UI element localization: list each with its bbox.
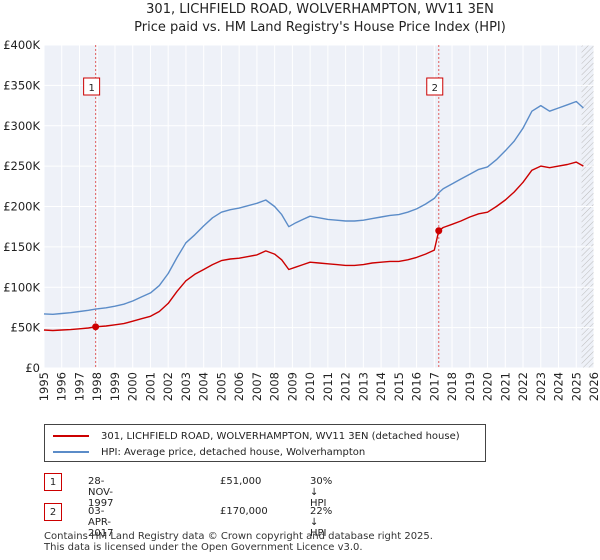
legend: 301, LICHFIELD ROAD, WOLVERHAMPTON, WV11… xyxy=(44,424,486,462)
x-tick-label: 2016 xyxy=(410,372,424,401)
chart-transaction-badge: 1 xyxy=(83,77,101,96)
legend-item-property: 301, LICHFIELD ROAD, WOLVERHAMPTON, WV11… xyxy=(53,428,460,444)
footer-line: This data is licensed under the Open Gov… xyxy=(44,542,363,553)
y-tick-label: £350K xyxy=(3,78,40,92)
footer-line: Contains HM Land Registry data © Crown c… xyxy=(44,531,433,542)
x-tick-label: 2017 xyxy=(427,372,441,401)
x-tick-label: 2025 xyxy=(569,372,583,401)
x-tick-label: 1998 xyxy=(90,372,104,401)
y-tick-label: £0 xyxy=(25,361,40,375)
y-tick-label: £250K xyxy=(3,159,40,173)
transaction-badge: 1 xyxy=(44,473,62,491)
x-tick-label: 2011 xyxy=(321,372,335,401)
x-tick-label: 2010 xyxy=(303,372,317,401)
x-tick-label: 2001 xyxy=(143,372,157,401)
x-tick-label: 1999 xyxy=(108,372,122,401)
x-tick-label: 2026 xyxy=(587,372,600,401)
x-tick-label: 2003 xyxy=(179,372,193,401)
x-tick-label: 2020 xyxy=(481,372,495,401)
x-tick-label: 2013 xyxy=(356,372,370,401)
transaction-hpi-diff: 22% ↓ HPI xyxy=(310,506,333,539)
series-line xyxy=(43,161,584,332)
x-tick-label: 2004 xyxy=(197,372,211,401)
y-axis-ticks: £0 £50K £100K £150K £200K £250K £300K £350K £400… xyxy=(3,38,40,375)
x-tick-label: 1997 xyxy=(72,372,86,401)
x-tick-label: 2014 xyxy=(374,372,388,401)
badge-label: 1 xyxy=(88,83,94,94)
transaction-point xyxy=(435,227,443,235)
x-tick-label: 2022 xyxy=(516,372,530,401)
x-tick-label: 2021 xyxy=(498,372,512,401)
transaction-marker-lines xyxy=(95,45,440,368)
transaction-points xyxy=(92,227,443,331)
transaction-hpi-diff: 30% ↓ HPI xyxy=(310,476,333,509)
series-lines xyxy=(43,100,584,332)
x-tick-label: 2008 xyxy=(268,372,282,401)
x-tick-label: 2012 xyxy=(339,372,353,401)
y-tick-label: £200K xyxy=(3,200,40,214)
footer-attribution: Contains HM Land Registry data © Crown c… xyxy=(44,531,433,553)
legend-swatch-hpi xyxy=(53,451,89,453)
legend-label-property: 301, LICHFIELD ROAD, WOLVERHAMPTON, WV11… xyxy=(101,430,460,442)
x-tick-label: 2007 xyxy=(250,372,264,401)
x-tick-label: 2019 xyxy=(463,372,477,401)
transaction-point xyxy=(92,323,100,331)
y-tick-label: £300K xyxy=(3,119,40,133)
x-tick-label: 2009 xyxy=(285,372,299,401)
transaction-badge: 2 xyxy=(44,503,62,521)
badge-label: 2 xyxy=(432,83,438,94)
y-tick-label: £400K xyxy=(3,38,40,52)
x-tick-label: 2023 xyxy=(534,372,548,401)
x-tick-label: 1996 xyxy=(55,372,69,401)
x-tick-label: 2015 xyxy=(392,372,406,401)
x-tick-label: 2000 xyxy=(126,372,140,401)
grid-lines xyxy=(43,44,595,369)
x-tick-label: 2006 xyxy=(232,372,246,401)
y-tick-label: £100K xyxy=(3,280,40,294)
x-tick-label: 2005 xyxy=(214,372,228,401)
legend-item-hpi: HPI: Average price, detached house, Wolv… xyxy=(53,444,365,460)
chart-subtitle: Price paid vs. HM Land Registry's House … xyxy=(134,20,506,35)
x-axis-ticks: 1995 1996 1997 1998 1999 2000 2001 2002 2003 2004… xyxy=(37,372,600,401)
chart-title: 301, LICHFIELD ROAD, WOLVERHAMPTON, WV11… xyxy=(146,2,494,17)
transaction-date: 28-NOV-1997 xyxy=(88,476,114,509)
badge-frame xyxy=(426,77,444,96)
x-tick-label: 2018 xyxy=(445,372,459,401)
badge-frame xyxy=(83,77,101,96)
y-tick-label: £50K xyxy=(11,321,41,335)
y-tick-label: £150K xyxy=(3,240,40,254)
x-tick-label: 2002 xyxy=(161,372,175,401)
chart-transaction-badge: 2 xyxy=(426,77,444,96)
legend-swatch-property xyxy=(53,435,89,437)
transaction-price: £170,000 xyxy=(220,506,268,517)
transaction-price: £51,000 xyxy=(220,476,262,487)
series-line xyxy=(43,100,584,315)
price-chart: 301, LICHFIELD ROAD, WOLVERHAMPTON, WV11… xyxy=(3,2,600,401)
x-tick-label: 2024 xyxy=(552,372,566,401)
transaction-date: 03-APR-2017 xyxy=(88,506,114,539)
legend-label-hpi: HPI: Average price, detached house, Wolv… xyxy=(101,446,366,458)
x-tick-label: 1995 xyxy=(37,372,51,401)
